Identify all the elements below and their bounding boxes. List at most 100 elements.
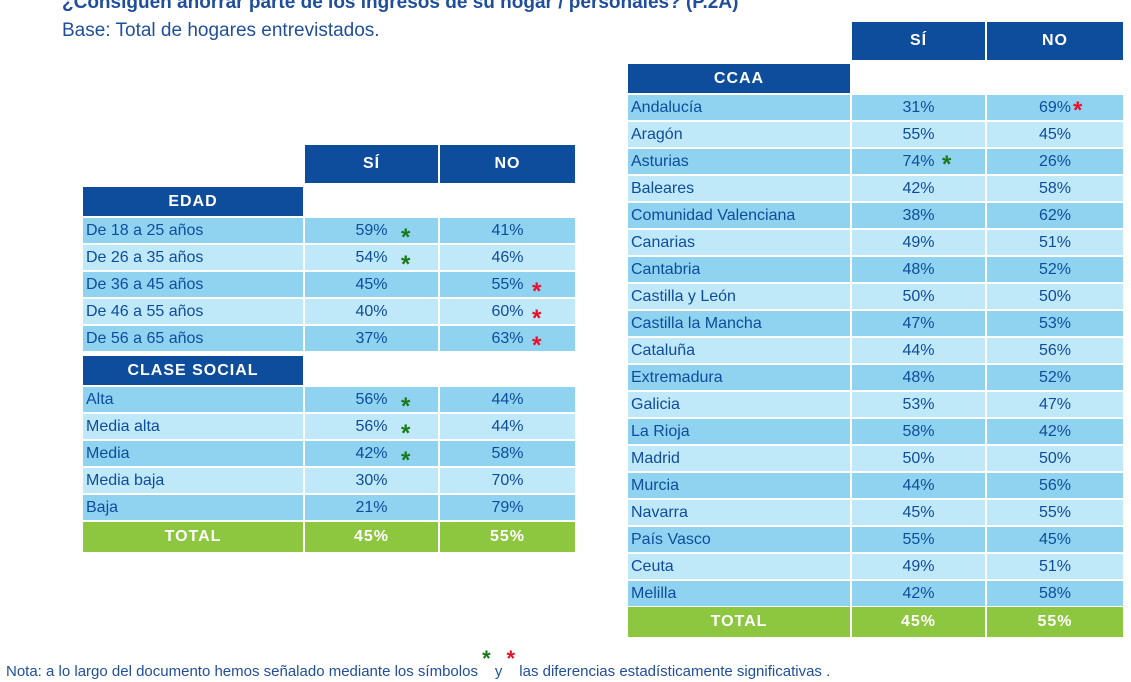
value-no: 51%	[987, 554, 1123, 579]
page-title: ¿Consiguen ahorrar parte de los ingresos…	[62, 0, 739, 13]
value-si: 56%	[305, 414, 438, 439]
row-label: Alta	[83, 387, 303, 412]
value-no: 51%	[987, 230, 1123, 255]
value-no: 70%	[440, 468, 575, 493]
row-label: Castilla y León	[628, 284, 850, 309]
value-si: 49%	[852, 554, 985, 579]
green-asterisk-icon: *	[482, 646, 491, 671]
red-asterisk-icon: *	[506, 646, 516, 671]
row-label: Cataluña	[628, 338, 850, 363]
row-label: Extremadura	[628, 365, 850, 390]
column-header-no: NO	[987, 22, 1123, 60]
row-label: Media	[83, 441, 303, 466]
row-label: Andalucía	[628, 95, 850, 120]
row-label: De 26 a 35 años	[83, 245, 303, 270]
green-asterisk-icon: *	[401, 447, 411, 474]
red-asterisk-icon: *	[532, 332, 542, 359]
value-no: 50%	[987, 284, 1123, 309]
red-asterisk-icon: *	[532, 305, 542, 332]
green-asterisk-icon: *	[401, 251, 411, 278]
red-asterisk-icon: *	[1073, 97, 1083, 124]
row-label: Comunidad Valenciana	[628, 203, 850, 228]
footnote-text-start: Nota: a lo largo del documento hemos señ…	[6, 663, 478, 680]
value-no: 56%	[987, 338, 1123, 363]
row-label: Murcia	[628, 473, 850, 498]
value-si: 44%	[852, 473, 985, 498]
row-label: Media alta	[83, 414, 303, 439]
value-si: 47%	[852, 311, 985, 336]
value-si: 54%	[305, 245, 438, 270]
value-si: 59%	[305, 218, 438, 243]
value-si: 40%	[305, 299, 438, 324]
section-header: CCAA	[628, 64, 850, 93]
value-no: 46%	[440, 245, 575, 270]
red-asterisk-icon: *	[532, 278, 542, 305]
value-si: 55%	[852, 122, 985, 147]
row-label: De 18 a 25 años	[83, 218, 303, 243]
value-no: 55%	[987, 500, 1123, 525]
row-label: Melilla	[628, 581, 850, 606]
total-no: 55%	[987, 607, 1123, 637]
value-si: 44%	[852, 338, 985, 363]
value-si: 58%	[852, 419, 985, 444]
value-no: 62%	[987, 203, 1123, 228]
value-no: 50%	[987, 446, 1123, 471]
row-label: La Rioja	[628, 419, 850, 444]
value-no: 52%	[987, 365, 1123, 390]
value-si: 37%	[305, 326, 438, 351]
column-header-si: SÍ	[852, 22, 985, 60]
value-no: 58%	[440, 441, 575, 466]
value-si: 48%	[852, 365, 985, 390]
value-si: 50%	[852, 446, 985, 471]
value-si: 21%	[305, 495, 438, 520]
total-si: 45%	[852, 607, 985, 637]
row-label: Navarra	[628, 500, 850, 525]
row-label: Galicia	[628, 392, 850, 417]
row-label: Ceuta	[628, 554, 850, 579]
value-si: 45%	[852, 500, 985, 525]
value-si: 50%	[852, 284, 985, 309]
row-label: De 46 a 55 años	[83, 299, 303, 324]
row-label: De 56 a 65 años	[83, 326, 303, 351]
row-label: País Vasco	[628, 527, 850, 552]
row-label: Baleares	[628, 176, 850, 201]
value-no: 44%	[440, 387, 575, 412]
footnote-connector: y	[494, 663, 503, 680]
column-header-no: NO	[440, 145, 575, 183]
total-label: TOTAL	[83, 522, 303, 552]
column-header-si: SÍ	[305, 145, 438, 183]
row-label: Cantabria	[628, 257, 850, 282]
value-si: 74%	[852, 149, 985, 174]
row-label: Aragón	[628, 122, 850, 147]
value-no: 56%	[987, 473, 1123, 498]
value-no: 79%	[440, 495, 575, 520]
value-no: 52%	[987, 257, 1123, 282]
value-si: 42%	[305, 441, 438, 466]
value-no: 45%	[987, 527, 1123, 552]
value-si: 42%	[852, 581, 985, 606]
value-no: 55%	[440, 272, 575, 297]
value-no: 58%	[987, 581, 1123, 606]
row-label: Madrid	[628, 446, 850, 471]
value-no: 41%	[440, 218, 575, 243]
value-si: 56%	[305, 387, 438, 412]
value-si: 31%	[852, 95, 985, 120]
section-header: CLASE SOCIAL	[83, 356, 303, 385]
row-label: Castilla la Mancha	[628, 311, 850, 336]
value-si: 49%	[852, 230, 985, 255]
row-label: Baja	[83, 495, 303, 520]
value-no: 44%	[440, 414, 575, 439]
green-asterisk-icon: *	[401, 393, 411, 420]
value-si: 38%	[852, 203, 985, 228]
value-si: 55%	[852, 527, 985, 552]
section-header: EDAD	[83, 187, 303, 216]
value-si: 45%	[305, 272, 438, 297]
value-no: 69%	[987, 95, 1123, 120]
page-subtitle: Base: Total de hogares entrevistados.	[62, 20, 380, 41]
value-si: 48%	[852, 257, 985, 282]
value-no: 63%	[440, 326, 575, 351]
total-si: 45%	[305, 522, 438, 552]
total-label: TOTAL	[628, 607, 850, 637]
green-asterisk-icon: *	[401, 420, 411, 447]
value-si: 42%	[852, 176, 985, 201]
